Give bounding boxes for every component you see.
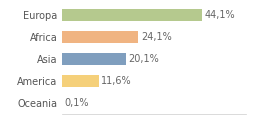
Text: 44,1%: 44,1% (205, 10, 235, 20)
Text: 20,1%: 20,1% (128, 54, 159, 64)
Text: 0,1%: 0,1% (64, 98, 89, 108)
Bar (62, 31, 138, 43)
Text: 11,6%: 11,6% (101, 76, 132, 86)
Bar (62, 53, 126, 65)
Bar (62, 9, 202, 21)
Bar (62, 75, 99, 87)
Text: 24,1%: 24,1% (141, 32, 172, 42)
